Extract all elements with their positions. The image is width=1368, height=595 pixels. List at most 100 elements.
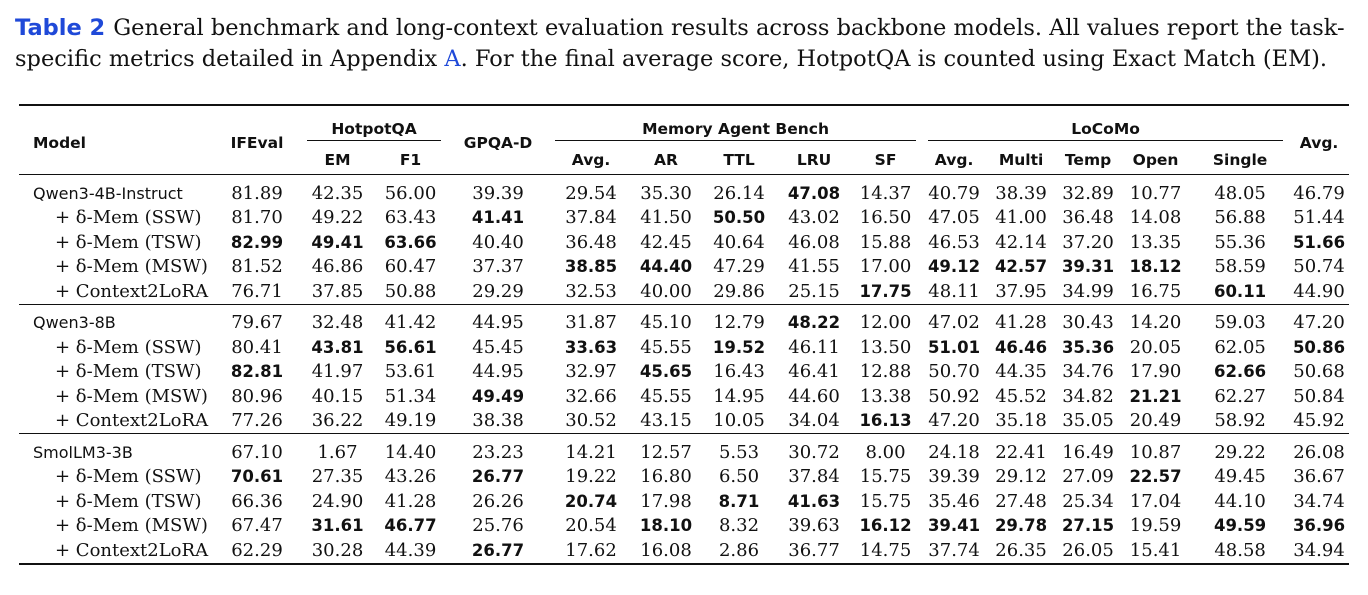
score-cell: 40.79 <box>922 174 987 206</box>
score-cell: 14.08 <box>1129 207 1182 229</box>
score-cell: 19.52 <box>712 337 766 357</box>
score-cell: 49.41 <box>311 232 364 252</box>
score-cell: 12.79 <box>699 303 780 335</box>
variant-name: + δ-Mem (MSW) <box>55 515 208 537</box>
table-row: Qwen3-8B 79.67 32.48 41.42 44.95 31.87 45.10 12… <box>19 303 1349 335</box>
score-cell: 44.39 <box>374 538 448 565</box>
score-cell: 27.35 <box>311 466 364 488</box>
score-cell: 36.67 <box>1293 466 1345 488</box>
table-row: + Context2LoRA 77.26 36.22 49.19 38.38 30.52 4… <box>19 409 1349 434</box>
score-cell: 29.22 <box>1191 433 1290 465</box>
score-cell: 39.63 <box>788 515 840 537</box>
score-cell: 23.23 <box>447 433 550 465</box>
score-cell: 48.58 <box>1191 538 1290 565</box>
score-cell: 62.66 <box>1213 362 1267 382</box>
caption-label: Table 2 <box>15 15 106 41</box>
score-cell: 44.35 <box>995 361 1047 383</box>
appendix-link[interactable]: A <box>444 46 461 72</box>
score-cell: 47.29 <box>713 256 765 278</box>
score-cell: 15.75 <box>859 466 912 488</box>
score-cell: 62.27 <box>1214 385 1266 407</box>
score-cell: 45.55 <box>640 385 692 407</box>
score-cell: 20.05 <box>1129 336 1182 358</box>
score-cell: 42.45 <box>640 231 692 253</box>
score-cell: 14.20 <box>1120 303 1192 335</box>
score-cell: 16.13 <box>859 411 912 431</box>
score-cell: 38.38 <box>472 410 524 432</box>
score-cell: 31.61 <box>311 516 364 536</box>
score-cell: 55.36 <box>1214 231 1266 253</box>
score-cell: 19.22 <box>565 466 617 488</box>
score-cell: 24.18 <box>922 433 987 465</box>
score-cell: 36.77 <box>779 538 850 565</box>
score-cell: 40.00 <box>640 280 692 302</box>
header-locomo-label: LoCoMo <box>922 120 1289 141</box>
score-cell: 5.53 <box>699 433 780 465</box>
score-cell: 50.88 <box>384 280 437 302</box>
score-cell: 37.37 <box>472 256 524 278</box>
table-row: + δ-Mem (TSW) 66.36 24.90 41.28 26.26 20.74 17… <box>19 489 1349 514</box>
score-cell: 36.48 <box>1062 207 1114 229</box>
header-hotpotqa-label: HotpotQA <box>301 120 447 141</box>
score-cell: 46.41 <box>788 361 840 383</box>
score-cell: 47.20 <box>928 410 980 432</box>
score-cell: 44.90 <box>1293 280 1345 302</box>
score-cell: 36.22 <box>311 410 364 432</box>
score-cell: 49.59 <box>1213 516 1267 536</box>
score-cell: 30.72 <box>779 433 850 465</box>
score-cell: 21.21 <box>1129 386 1182 406</box>
score-cell: 51.34 <box>384 385 437 407</box>
score-cell: 10.87 <box>1120 433 1192 465</box>
score-cell: 26.77 <box>471 467 525 487</box>
score-cell: 44.40 <box>639 257 693 277</box>
score-cell: 33.63 <box>564 337 618 357</box>
score-cell: 16.49 <box>1056 433 1121 465</box>
score-cell: 67.10 <box>213 433 301 465</box>
score-cell: 13.50 <box>859 336 912 358</box>
score-cell: 60.11 <box>1213 281 1267 301</box>
score-cell: 51.44 <box>1293 207 1345 229</box>
score-cell: 41.28 <box>384 490 437 512</box>
score-cell: 50.92 <box>928 385 980 407</box>
score-cell: 14.21 <box>549 433 634 465</box>
variant-name: + Context2LoRA <box>55 410 209 432</box>
score-cell: 45.52 <box>995 385 1047 407</box>
score-cell: 6.50 <box>718 466 760 488</box>
score-cell: 15.75 <box>859 490 912 512</box>
score-cell: 32.48 <box>301 303 374 335</box>
score-cell: 51.66 <box>1292 232 1346 252</box>
score-cell: 13.38 <box>859 385 912 407</box>
score-cell: 16.75 <box>1129 280 1182 302</box>
score-cell: 50.50 <box>712 208 766 228</box>
table-row: + Context2LoRA 76.71 37.85 50.88 29.29 32.53 4… <box>19 279 1349 304</box>
score-cell: 62.29 <box>213 538 301 565</box>
score-cell: 37.85 <box>311 280 364 302</box>
header-mab-ttl: TTL <box>723 151 755 169</box>
score-cell: 50.74 <box>1293 256 1345 278</box>
results-body: Qwen3-4B-Instruct 81.89 42.35 56.00 39.39 29.… <box>19 174 1349 565</box>
variant-name: + δ-Mem (TSW) <box>55 490 202 512</box>
header-gpqa: GPQA-D <box>447 104 550 175</box>
score-cell: 82.81 <box>230 362 284 382</box>
variant-name: + Context2LoRA <box>55 280 209 302</box>
score-cell: 8.00 <box>849 433 923 465</box>
score-cell: 36.48 <box>565 231 617 253</box>
score-cell: 27.48 <box>995 490 1047 512</box>
score-cell: 14.95 <box>713 385 765 407</box>
score-cell: 26.08 <box>1289 433 1349 465</box>
score-cell: 59.03 <box>1191 303 1290 335</box>
score-cell: 30.52 <box>565 410 617 432</box>
score-cell: 14.37 <box>849 174 923 206</box>
variant-name: + δ-Mem (TSW) <box>55 361 202 383</box>
header-mab-sf: SF <box>874 151 897 169</box>
score-cell: 40.40 <box>472 231 524 253</box>
score-cell: 37.95 <box>995 280 1047 302</box>
score-cell: 63.43 <box>384 207 437 229</box>
score-cell: 49.19 <box>384 410 437 432</box>
score-cell: 37.84 <box>565 207 617 229</box>
score-cell: 63.66 <box>384 232 437 252</box>
score-cell: 14.75 <box>849 538 923 565</box>
score-cell: 17.62 <box>549 538 634 565</box>
header-model: Model <box>19 104 213 175</box>
score-cell: 58.92 <box>1214 410 1266 432</box>
